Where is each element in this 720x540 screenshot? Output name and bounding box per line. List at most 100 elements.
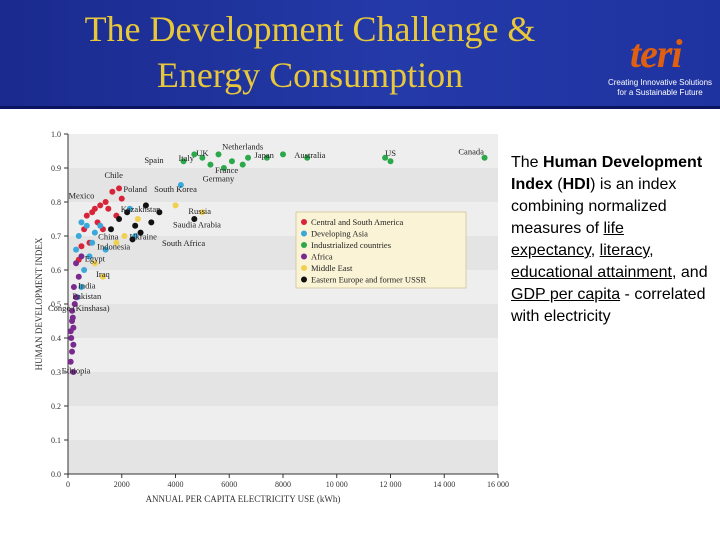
legend-label: Central and South America: [311, 217, 404, 227]
data-point: [132, 222, 139, 229]
country-label: Congo (Kinshasa): [48, 303, 110, 313]
data-point: [280, 151, 286, 158]
data-point: [99, 273, 106, 280]
y-tick-label: 0.2: [51, 402, 61, 411]
country-label: France: [215, 165, 238, 175]
data-point: [382, 154, 389, 161]
data-point: [109, 188, 116, 195]
country-label: US: [385, 148, 396, 158]
slide-header: The Development Challenge & Energy Consu…: [0, 0, 720, 106]
logo-tagline-line-2: for a Sustainable Future: [617, 88, 703, 97]
country-label: Ukraine: [130, 231, 158, 241]
desc-text-6: , and: [672, 264, 708, 281]
x-tick-label: 2000: [114, 480, 130, 489]
data-point: [245, 154, 252, 161]
data-point: [215, 151, 222, 158]
data-point: [239, 161, 246, 168]
hdi-scatter-svg: 0.0 0.1 0.2 0.3 0.4 0.5 0.6 0.7 0.8 0.9 1.0 0 2000 40…: [34, 130, 509, 504]
x-tick-label: 14 000: [433, 480, 455, 489]
data-point: [67, 328, 74, 335]
data-point: [67, 358, 74, 365]
data-point: [113, 239, 120, 246]
data-point: [78, 243, 85, 250]
data-point: [105, 205, 112, 212]
data-point: [134, 216, 141, 222]
legend-label: Developing Asia: [311, 229, 368, 239]
data-point: [102, 246, 109, 253]
data-point: [89, 239, 96, 246]
link-gdp-per-capita[interactable]: GDP per capita: [511, 286, 621, 303]
data-point: [118, 195, 125, 202]
country-label: Canada: [458, 146, 484, 156]
data-point: [97, 202, 104, 209]
legend-label: Eastern Europe and former USSR: [311, 275, 427, 285]
data-point: [191, 151, 198, 158]
data-point: [70, 284, 77, 290]
legend-swatch: [301, 253, 307, 260]
slide-title: The Development Challenge & Energy Consu…: [20, 6, 600, 98]
country-label: Mexico: [68, 191, 94, 201]
country-label: Iraq: [96, 269, 110, 279]
series-group: [67, 253, 85, 375]
data-point: [304, 154, 311, 161]
x-tick-label: 8000: [275, 480, 291, 489]
desc-text-4: ,: [590, 242, 600, 259]
country-label: South Africa: [162, 238, 205, 248]
logo-tagline: Creating Innovative Solutions for a Sust…: [604, 78, 716, 98]
desc-text-7: - correlated with electricity: [511, 286, 706, 325]
logo-wordmark: teri: [630, 31, 683, 76]
y-tick-label: 0.4: [51, 334, 61, 343]
series-group: [108, 202, 198, 243]
country-label: Indonesia: [97, 242, 130, 252]
series-group: [180, 151, 488, 171]
y-tick-label: 0.6: [51, 266, 61, 275]
x-tick-label: 10 000: [326, 480, 348, 489]
data-point: [207, 161, 214, 168]
country-label: Ethiopia: [62, 366, 91, 376]
x-tick-label: 4000: [168, 480, 184, 489]
plot-band: [68, 440, 498, 474]
data-point: [75, 273, 82, 280]
data-point: [83, 212, 90, 219]
data-point: [73, 246, 80, 253]
country-label: Netherlands: [222, 141, 263, 151]
legend-swatch: [301, 219, 307, 225]
country-label: Italy: [178, 153, 194, 163]
data-point: [263, 154, 270, 161]
legend-label: Middle East: [311, 263, 353, 273]
desc-text-2: (: [552, 176, 563, 193]
x-tick-label: 6000: [221, 480, 237, 489]
desc-term-hdi-full: Human Development Index: [511, 154, 703, 193]
data-point: [387, 158, 394, 165]
legend-swatch: [301, 230, 307, 237]
plot-band: [68, 168, 498, 202]
data-point: [81, 267, 88, 273]
data-point: [148, 219, 155, 226]
legend-label: Industrialized countries: [311, 240, 391, 250]
data-point: [91, 229, 98, 236]
title-line-1: The Development Challenge &: [84, 9, 536, 49]
link-life-expectancy[interactable]: life expectancy: [511, 220, 624, 259]
data-point: [83, 222, 90, 229]
country-label: UK: [196, 148, 209, 158]
data-point: [108, 226, 114, 233]
data-point: [199, 154, 206, 161]
country-label: Poland: [123, 184, 147, 194]
country-label: Germany: [203, 174, 235, 184]
x-axis-label: ANNUAL PER CAPITA ELECTRICITY USE (kWh): [146, 494, 341, 504]
teri-logo: teri Creating Innovative Solutions for a…: [604, 31, 716, 102]
data-point: [69, 348, 76, 355]
data-point: [177, 182, 184, 188]
data-point: [180, 158, 187, 165]
data-point: [156, 209, 163, 216]
link-educational-attainment[interactable]: educational attainment: [511, 264, 672, 281]
link-literacy[interactable]: literacy: [599, 242, 650, 259]
y-tick-label: 0.8: [51, 198, 61, 207]
y-tick-label: 1.0: [51, 130, 61, 139]
data-point: [78, 284, 85, 290]
data-point: [86, 253, 93, 260]
data-point: [137, 229, 144, 236]
data-point: [220, 165, 227, 171]
data-point: [91, 260, 98, 267]
desc-text-3: ) is an index combining normalized measu…: [511, 176, 677, 237]
